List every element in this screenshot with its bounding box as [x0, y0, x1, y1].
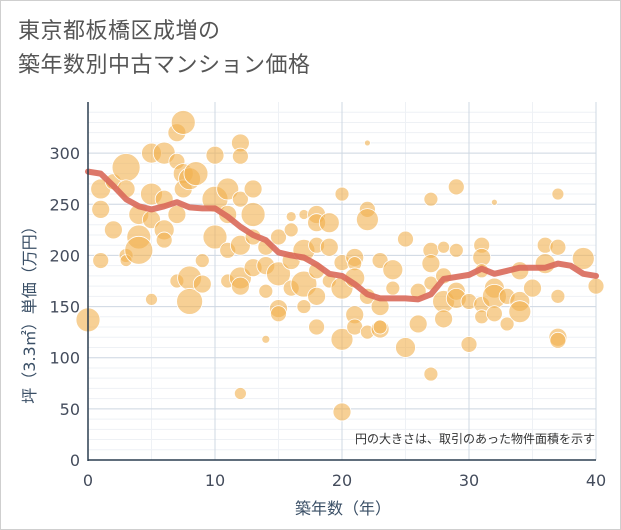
x-tick-label: 40 [586, 471, 606, 490]
data-bubble [571, 247, 595, 270]
data-bubble [240, 202, 266, 227]
data-bubble [448, 242, 464, 258]
y-tick-label: 200 [49, 246, 80, 265]
data-bubble [490, 198, 498, 206]
title-line-1: 東京都板橋区成増の [18, 19, 221, 44]
data-bubble [372, 319, 388, 335]
data-bubble [549, 331, 567, 349]
data-bubble [194, 253, 210, 268]
y-tick-label: 0 [70, 451, 80, 470]
data-bubble [385, 280, 401, 296]
data-bubble [170, 110, 196, 135]
data-bubble [155, 231, 173, 249]
data-bubble [205, 145, 225, 165]
chart-title: 東京都板橋区成増の 築年数別中古マンション価格 [18, 15, 311, 83]
bubble-layer [75, 110, 605, 422]
data-bubble [216, 177, 240, 201]
data-bubble [167, 205, 187, 224]
data-bubble [266, 261, 291, 287]
title-line-2: 築年数別中古マンション価格 [18, 53, 311, 78]
data-bubble [421, 254, 441, 274]
data-bubble [523, 278, 542, 298]
data-bubble [587, 277, 605, 295]
data-bubble [307, 286, 327, 306]
data-bubble [382, 259, 404, 281]
y-tick-label: 100 [49, 349, 80, 368]
data-bubble [233, 387, 247, 400]
data-bubble [230, 276, 250, 296]
data-bubble [231, 147, 249, 165]
data-bubble [285, 211, 297, 222]
data-bubble [283, 222, 299, 238]
data-bubble [330, 327, 354, 351]
data-bubble [270, 228, 287, 246]
data-bubble [192, 274, 212, 294]
data-bubble [332, 402, 352, 422]
data-bubble [261, 334, 271, 344]
data-bubble [334, 186, 350, 202]
tick-labels: 0 50 100 150 200 250 300 0 10 20 30 40 [49, 144, 606, 490]
data-bubble [318, 212, 340, 234]
x-tick-label: 0 [83, 471, 93, 490]
data-bubble [231, 190, 249, 208]
trend-line [85, 168, 599, 303]
data-bubble [145, 293, 158, 306]
data-bubble [423, 191, 439, 207]
x-tick-label: 20 [332, 471, 352, 490]
data-bubble [270, 305, 287, 323]
data-bubble [296, 299, 312, 314]
data-bubble [408, 314, 428, 334]
data-bubble [395, 337, 416, 358]
data-bubble [549, 238, 567, 256]
y-tick-label: 250 [49, 195, 80, 214]
y-tick-label: 150 [49, 298, 80, 317]
data-bubble [550, 288, 566, 304]
data-bubble [104, 220, 123, 240]
data-bubble [485, 305, 503, 323]
data-bubble [551, 187, 565, 201]
data-bubble [319, 237, 339, 257]
data-bubble [460, 336, 478, 353]
data-bubble [308, 318, 326, 336]
x-tick-label: 10 [205, 471, 225, 490]
y-tick-label: 300 [49, 144, 80, 163]
data-bubble [111, 153, 141, 182]
data-bubble [423, 366, 439, 382]
data-bubble [363, 139, 371, 147]
y-axis-label: 坪（3.3㎡）単価（万円） [20, 218, 39, 403]
data-bubble [183, 161, 209, 187]
data-bubble [243, 179, 263, 199]
size-note: 円の大きさは、取引のあった物件面積を示す [355, 431, 595, 446]
y-tick-label: 50 [60, 400, 80, 419]
data-bubble [499, 316, 515, 332]
data-bubble [258, 283, 274, 299]
x-axis-label: 築年数（年） [295, 499, 391, 518]
data-bubble [91, 199, 111, 219]
data-bubble [397, 230, 414, 248]
axes [87, 102, 596, 461]
data-bubble [434, 309, 454, 329]
data-bubble [92, 252, 110, 269]
x-tick-label: 30 [459, 471, 479, 490]
data-bubble [355, 208, 379, 232]
data-bubble [202, 224, 228, 250]
data-bubble [447, 178, 465, 196]
data-bubble [176, 288, 204, 315]
data-bubble [508, 300, 532, 324]
data-bubble [124, 235, 154, 265]
data-bubble [437, 240, 451, 254]
